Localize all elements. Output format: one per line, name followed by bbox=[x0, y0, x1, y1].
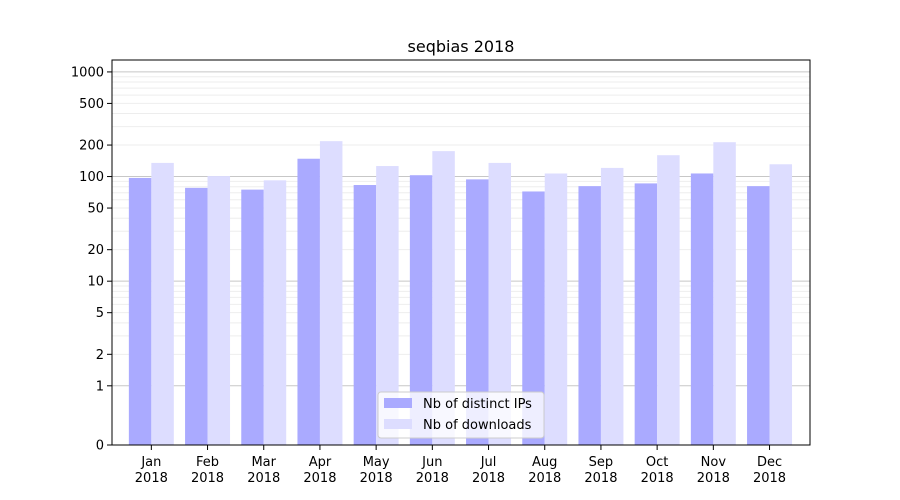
y-tick-label: 1 bbox=[96, 379, 104, 394]
legend-label: Nb of downloads bbox=[423, 418, 532, 433]
bar-downloads bbox=[600, 167, 624, 445]
y-tick-label: 100 bbox=[79, 170, 104, 185]
bar-distinct-ips bbox=[353, 185, 377, 445]
x-axis: Jan2018Feb2018Mar2018Apr2018May2018Jun20… bbox=[135, 445, 786, 486]
x-tick-label-month: Jul bbox=[480, 455, 497, 470]
y-tick-label: 20 bbox=[87, 243, 104, 258]
x-tick-label-month: May bbox=[363, 455, 390, 470]
legend-swatch bbox=[384, 419, 412, 429]
x-tick-label-year: 2018 bbox=[247, 471, 280, 486]
bar-downloads bbox=[488, 162, 512, 446]
bar-distinct-ips bbox=[578, 186, 601, 445]
legend: Nb of distinct IPs Nb of downloads bbox=[377, 391, 545, 439]
bar-downloads bbox=[376, 166, 399, 445]
bar-distinct-ips bbox=[690, 173, 714, 445]
bar-downloads bbox=[207, 176, 231, 445]
x-tick-label-year: 2018 bbox=[528, 471, 561, 486]
x-tick-label-year: 2018 bbox=[472, 471, 505, 486]
y-tick-label: 50 bbox=[87, 202, 104, 217]
axes-frame bbox=[111, 59, 811, 446]
y-tick-label: 200 bbox=[79, 139, 104, 154]
bar-distinct-ips bbox=[634, 183, 658, 445]
bar-distinct-ips bbox=[522, 191, 545, 445]
x-tick-label-month: Oct bbox=[646, 455, 668, 470]
bar-downloads bbox=[319, 141, 343, 445]
bar-downloads bbox=[263, 180, 287, 445]
y-tick-label: 0 bbox=[96, 439, 104, 454]
x-tick-label-year: 2018 bbox=[191, 471, 224, 486]
y-tick-label: 10 bbox=[87, 275, 104, 290]
x-tick-label-month: Feb bbox=[196, 455, 219, 470]
x-tick-label-month: Apr bbox=[309, 455, 332, 470]
bars bbox=[128, 141, 793, 446]
bar-downloads bbox=[713, 142, 736, 445]
bar-downloads bbox=[769, 164, 793, 445]
y-tick-label: 2 bbox=[96, 348, 104, 363]
x-tick-label-month: Aug bbox=[532, 455, 557, 470]
x-tick-label-year: 2018 bbox=[360, 471, 393, 486]
legend-swatch bbox=[384, 398, 412, 408]
x-tick-label-year: 2018 bbox=[584, 471, 617, 486]
x-tick-label-month: Mar bbox=[251, 455, 276, 470]
bar-distinct-ips bbox=[128, 177, 152, 445]
x-tick-label-year: 2018 bbox=[697, 471, 730, 486]
bar-downloads bbox=[544, 173, 568, 445]
x-tick-label-month: Sep bbox=[589, 455, 614, 470]
legend-label: Nb of distinct IPs bbox=[423, 397, 532, 412]
bar-distinct-ips bbox=[409, 175, 433, 445]
bar-distinct-ips bbox=[241, 189, 264, 445]
bar-distinct-ips bbox=[747, 186, 770, 445]
y-tick-label: 1000 bbox=[71, 65, 104, 80]
bar-downloads bbox=[151, 162, 174, 446]
y-tick-label: 500 bbox=[79, 97, 104, 112]
x-tick-label-month: Jun bbox=[421, 455, 442, 470]
x-tick-label-month: Nov bbox=[701, 455, 727, 470]
x-tick-label-month: Dec bbox=[757, 455, 782, 470]
bar-distinct-ips bbox=[297, 158, 320, 445]
x-tick-label-month: Jan bbox=[140, 455, 161, 470]
bar-downloads bbox=[432, 151, 455, 445]
chart-title: seqbias 2018 bbox=[408, 37, 515, 56]
x-tick-label-year: 2018 bbox=[641, 471, 674, 486]
bar-distinct-ips bbox=[185, 187, 208, 445]
y-axis: 0 1 2 5 10 20 50 100 200 500 1000 bbox=[71, 65, 112, 454]
x-tick-label-year: 2018 bbox=[753, 471, 786, 486]
x-tick-label-year: 2018 bbox=[303, 471, 336, 486]
legend-box bbox=[377, 391, 545, 439]
x-tick-label-year: 2018 bbox=[135, 471, 168, 486]
x-tick-label-year: 2018 bbox=[416, 471, 449, 486]
bar-distinct-ips bbox=[466, 179, 489, 445]
bar-downloads bbox=[657, 155, 680, 446]
y-tick-label: 5 bbox=[96, 306, 104, 321]
